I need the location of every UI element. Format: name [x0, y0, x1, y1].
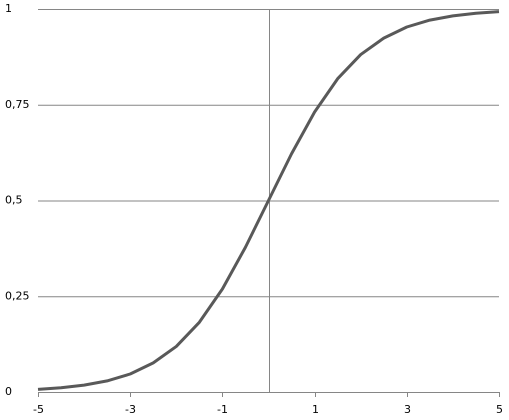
y-tick-label: 0,25 [5, 289, 30, 302]
x-tick-label: -1 [217, 403, 228, 416]
y-tick-label: 0,5 [5, 194, 23, 207]
x-tick-label: 3 [404, 403, 411, 416]
data-line [37, 10, 500, 391]
x-tick-label: 5 [496, 403, 503, 416]
y-tick-label: 1 [5, 2, 12, 15]
x-tick-label: -3 [125, 403, 136, 416]
x-tick-label: 1 [312, 403, 319, 416]
y-tick-label: 0 [5, 385, 12, 398]
y-tick-label: 0,75 [5, 98, 30, 111]
x-tick-label: -5 [33, 403, 44, 416]
